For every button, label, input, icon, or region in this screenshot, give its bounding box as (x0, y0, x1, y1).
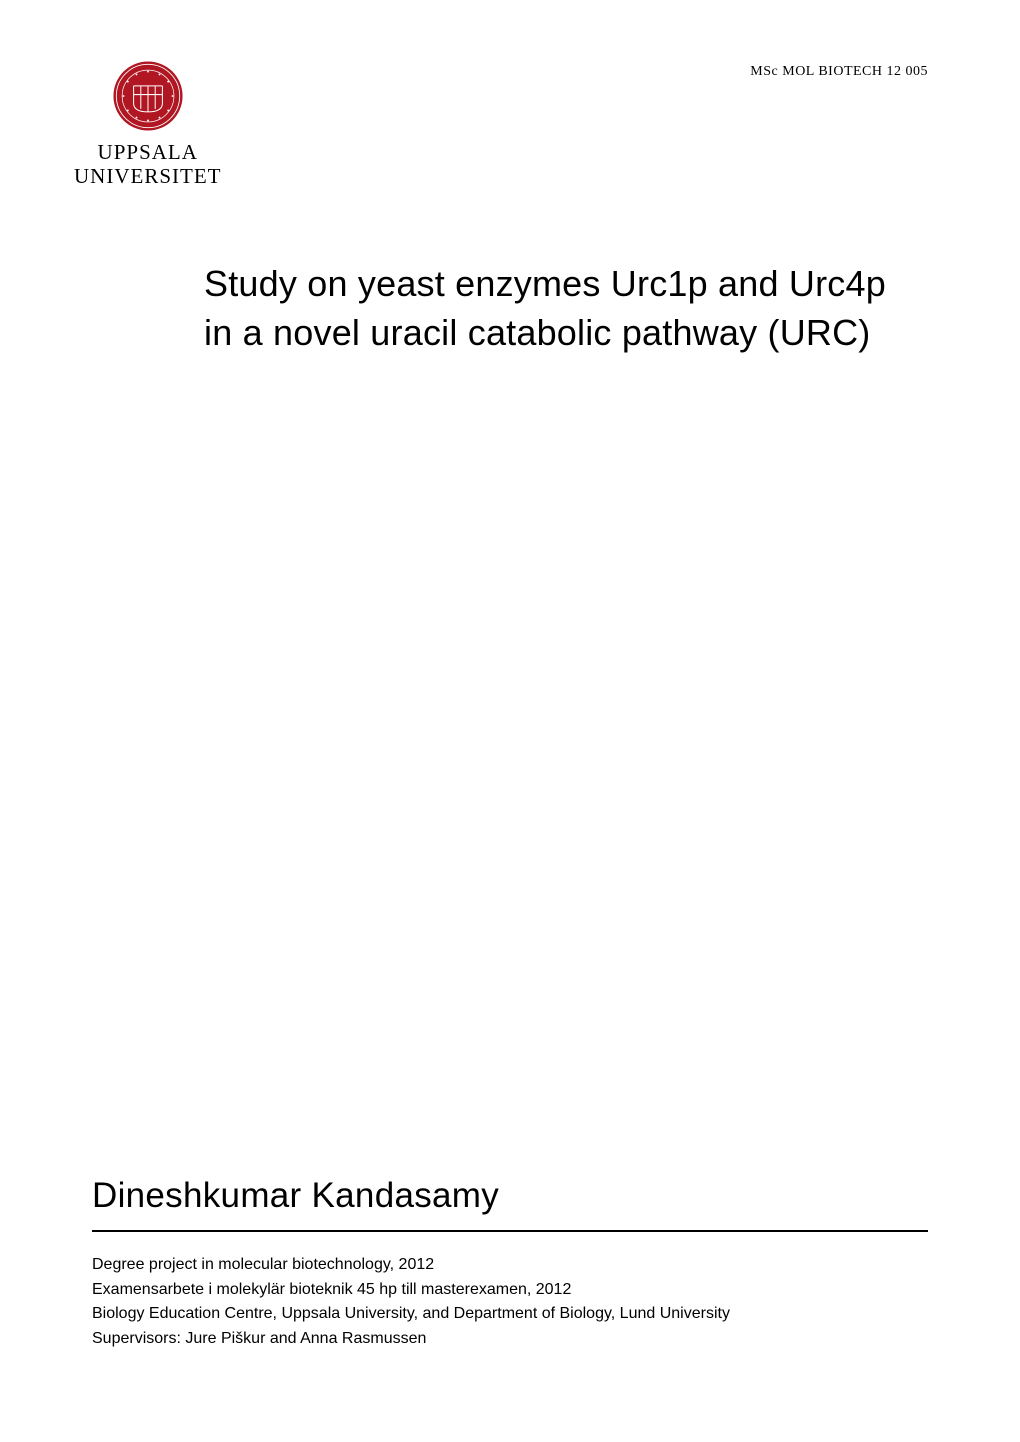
footer-line-3: Biology Education Centre, Uppsala Univer… (92, 1302, 928, 1327)
university-logo-block: UPPSALA UNIVERSITET (74, 60, 221, 188)
footer-line-2: Examensarbete i molekylär bioteknik 45 h… (92, 1278, 928, 1303)
author-name: Dineshkumar Kandasamy (92, 1176, 928, 1216)
thesis-title: Study on yeast enzymes Urc1p and Urc4p i… (204, 260, 908, 357)
author-block: Dineshkumar Kandasamy (92, 1176, 928, 1232)
title-line1: Study on yeast enzymes Urc1p and Urc4p (204, 263, 886, 304)
footer-block: Degree project in molecular biotechnolog… (92, 1253, 928, 1352)
university-name-line2: UNIVERSITET (74, 164, 221, 188)
uppsala-seal-icon (112, 60, 184, 132)
footer-line-1: Degree project in molecular biotechnolog… (92, 1253, 928, 1278)
horizontal-rule (92, 1230, 928, 1232)
university-name: UPPSALA UNIVERSITET (74, 140, 221, 188)
page: UPPSALA UNIVERSITET MSc MOL BIOTECH 12 0… (0, 0, 1020, 1442)
title-block: Study on yeast enzymes Urc1p and Urc4p i… (204, 260, 908, 357)
footer-line-4: Supervisors: Jure Piškur and Anna Rasmus… (92, 1327, 928, 1352)
document-id: MSc MOL BIOTECH 12 005 (750, 64, 928, 80)
title-line2: in a novel uracil catabolic pathway (URC… (204, 312, 870, 353)
header-row: UPPSALA UNIVERSITET MSc MOL BIOTECH 12 0… (92, 60, 928, 188)
university-name-line1: UPPSALA (74, 140, 221, 164)
